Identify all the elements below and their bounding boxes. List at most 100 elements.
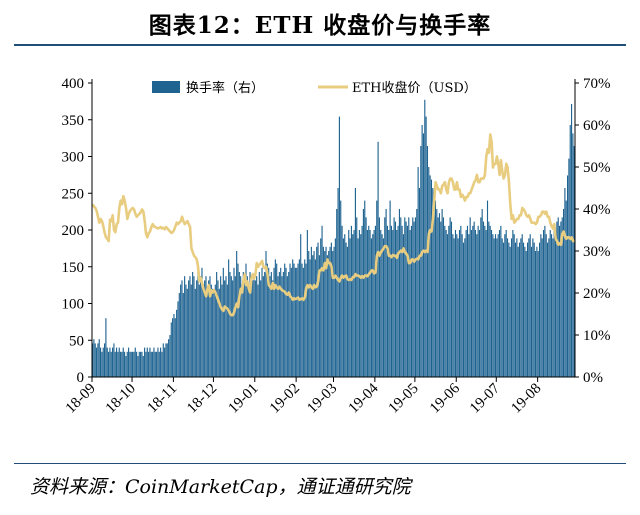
x-tick-label: 18-12 <box>184 381 220 417</box>
turnover-bar <box>134 347 136 377</box>
source-rule <box>14 463 626 464</box>
turnover-bar <box>546 242 549 377</box>
turnover-bar <box>265 251 267 377</box>
turnover-bar <box>174 318 176 377</box>
turnover-bar <box>384 217 386 377</box>
turnover-bar <box>550 234 553 377</box>
turnover-bar <box>213 293 215 377</box>
turnover-bar <box>492 234 494 377</box>
turnover-bar <box>246 276 248 377</box>
turnover-bar <box>281 276 283 377</box>
turnover-bar <box>409 230 411 377</box>
turnover-bar <box>184 276 186 377</box>
eth-price-line <box>91 133 575 317</box>
legend-label: ETH收盘价（USD） <box>352 80 477 96</box>
turnover-bar <box>262 276 264 377</box>
turnover-bar <box>269 276 271 377</box>
turnover-bar <box>201 267 203 377</box>
turnover-bar <box>297 263 299 377</box>
turnover-bar <box>510 238 513 377</box>
turnover-bar <box>270 272 272 377</box>
turnover-bar <box>156 351 158 377</box>
turnover-bar <box>194 288 196 377</box>
turnover-bar <box>317 242 319 377</box>
turnover-bar <box>150 351 152 377</box>
turnover-bar <box>222 267 224 377</box>
turnover-bar <box>509 246 511 377</box>
turnover-bar <box>520 238 522 377</box>
axes: 0 50 100 150 200 250 300 350 400 0% 10% 20% 30% 40% 50… <box>62 76 611 417</box>
turnover-bar <box>486 200 489 377</box>
turnover-bar <box>301 263 303 377</box>
turnover-bar <box>394 221 397 377</box>
turnover-bar <box>258 272 260 377</box>
turnover-bar <box>152 351 154 377</box>
turnover-bar <box>177 301 179 377</box>
turnover-bar <box>253 276 255 377</box>
turnover-bar <box>358 230 360 377</box>
turnover-bar <box>308 251 310 377</box>
turnover-bar <box>285 267 287 377</box>
turnover-bar <box>160 347 162 377</box>
turnover-bar <box>342 238 344 377</box>
turnover-bar <box>517 246 519 377</box>
turnover-bar <box>366 230 368 377</box>
turnover-bar <box>414 217 417 377</box>
turnover-bar <box>280 267 282 377</box>
turnover-bar <box>108 351 110 377</box>
turnover-bar <box>386 225 388 377</box>
turnover-bar <box>294 267 296 377</box>
turnover-bar <box>500 225 502 377</box>
turnover-bar <box>250 276 252 377</box>
turnover-bar <box>450 221 453 377</box>
turnover-bar <box>329 246 331 377</box>
turnover-bar <box>324 251 326 377</box>
turnover-bar <box>404 217 406 377</box>
turnover-bar <box>522 242 525 377</box>
turnover-bar <box>180 284 182 377</box>
turnover-bar <box>438 213 441 377</box>
turnover-bar <box>125 356 127 377</box>
turnover-bar <box>274 259 276 377</box>
turnover-bar <box>554 230 557 377</box>
turnover-bar <box>541 238 543 377</box>
turnover-bar <box>145 351 147 377</box>
turnover-bar <box>214 284 216 377</box>
turnover-bar <box>405 221 407 377</box>
turnover-bar <box>473 221 475 377</box>
turnover-bar <box>357 238 359 377</box>
turnover-bar <box>157 347 159 377</box>
turnover-bar <box>442 217 445 377</box>
turnover-bar <box>430 179 433 377</box>
turnover-bar <box>212 288 214 377</box>
turnover-bar <box>537 251 539 377</box>
x-tick-label: 19-07 <box>467 380 503 416</box>
turnover-bar <box>248 284 250 377</box>
turnover-bar <box>436 209 438 377</box>
turnover-bar <box>552 238 554 377</box>
turnover-bar <box>197 272 199 377</box>
turnover-bar <box>318 255 320 377</box>
turnover-bar <box>314 259 316 377</box>
turnover-bar <box>513 234 515 377</box>
turnover-bar <box>372 234 374 377</box>
turnover-bar <box>136 351 138 377</box>
turnover-bar <box>242 272 244 377</box>
turnover-bar <box>293 263 295 377</box>
turnover-bar <box>166 343 168 377</box>
turnover-bar <box>465 230 467 377</box>
x-tick-label: 19-08 <box>508 381 544 417</box>
turnover-bar <box>93 339 95 377</box>
turnover-bar <box>209 276 211 377</box>
turnover-bar <box>298 259 300 377</box>
turnover-bar <box>114 351 116 377</box>
turnover-bar <box>193 276 195 377</box>
turnover-bar <box>422 133 425 377</box>
turnover-bar <box>545 234 547 377</box>
turnover-bar <box>238 272 240 377</box>
turnover-bar <box>192 272 194 377</box>
turnover-bar <box>137 356 139 377</box>
turnover-bar <box>98 339 100 377</box>
turnover-bar <box>313 251 315 377</box>
turnover-bar <box>305 263 307 377</box>
